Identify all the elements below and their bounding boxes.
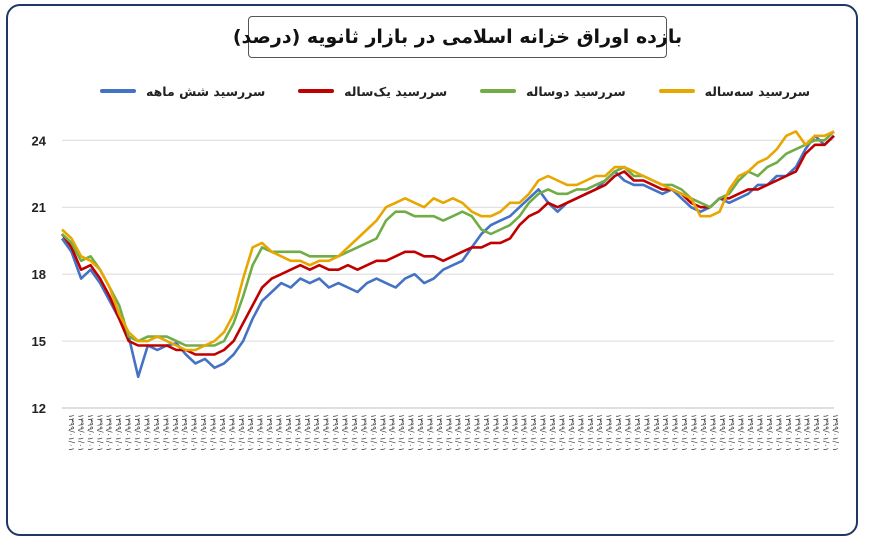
x-tick-label: ۱۳۹۹/۰۱/۰۱ [482,414,491,451]
x-tick-label: ۱۳۹۹/۰۱/۰۱ [397,414,406,451]
y-axis-ticks: 12 15 18 21 24 [32,133,47,416]
x-tick-label: ۱۳۹۹/۰۱/۰۱ [341,414,350,451]
series-line-one-year [62,136,834,355]
x-tick-label: ۱۳۹۹/۰۱/۰۱ [388,414,397,451]
x-tick-label: ۱۳۹۹/۰۱/۰۱ [312,414,321,451]
x-tick-label: ۱۳۹۹/۰۱/۰۱ [161,414,170,451]
y-tick-label: 18 [32,267,46,282]
x-tick-label: ۱۳۹۹/۰۱/۰۱ [190,414,199,451]
x-tick-label: ۱۳۹۹/۰۱/۰۱ [275,414,284,451]
x-tick-label: ۱۳۹۹/۰۱/۰۱ [614,414,623,451]
x-tick-label: ۱۳۹۹/۰۱/۰۱ [95,414,104,451]
x-tick-label: ۱۳۹۹/۰۱/۰۱ [576,414,585,451]
grid-lines [62,140,834,408]
x-tick-label: ۱۳۹۹/۰۱/۰۱ [746,414,755,451]
x-tick-label: ۱۳۹۹/۰۱/۰۱ [774,414,783,451]
x-tick-label: ۱۳۹۹/۰۱/۰۱ [227,414,236,451]
x-tick-label: ۱۳۹۹/۰۱/۰۱ [812,414,821,451]
x-tick-label: ۱۳۹۹/۰۱/۰۱ [86,414,95,451]
series-lines [62,131,834,376]
x-tick-label: ۱۳۹۹/۰۱/۰۱ [293,414,302,451]
x-tick-label: ۱۳۹۹/۰۱/۰۱ [699,414,708,451]
x-tick-label: ۱۳۹۹/۰۱/۰۱ [369,414,378,451]
x-tick-label: ۱۳۹۹/۰۱/۰۱ [690,414,699,451]
x-tick-label: ۱۳۹۹/۰۱/۰۱ [567,414,576,451]
x-tick-label: ۱۳۹۹/۰۱/۰۱ [642,414,651,451]
x-tick-label: ۱۳۹۹/۰۱/۰۱ [425,414,434,451]
x-tick-label: ۱۳۹۹/۰۱/۰۱ [124,414,133,451]
x-tick-label: ۱۳۹۹/۰۱/۰۱ [633,414,642,451]
x-tick-label: ۱۳۹۹/۰۱/۰۱ [586,414,595,451]
x-tick-label: ۱۳۹۹/۰۱/۰۱ [463,414,472,451]
y-tick-label: 21 [32,200,46,215]
x-tick-label: ۱۳۹۹/۰۱/۰۱ [454,414,463,451]
x-tick-label: ۱۳۹۹/۰۱/۰۱ [831,414,840,451]
x-tick-label: ۱۳۹۹/۰۱/۰۱ [199,414,208,451]
x-tick-label: ۱۳۹۹/۰۱/۰۱ [284,414,293,451]
x-tick-label: ۱۳۹۹/۰۱/۰۱ [256,414,265,451]
x-tick-label: ۱۳۹۹/۰۱/۰۱ [246,414,255,451]
x-tick-label: ۱۳۹۹/۰۱/۰۱ [142,414,151,451]
x-tick-label: ۱۳۹۹/۰۱/۰۱ [605,414,614,451]
x-tick-label: ۱۳۹۹/۰۱/۰۱ [67,414,76,451]
x-tick-label: ۱۳۹۹/۰۱/۰۱ [671,414,680,451]
x-tick-label: ۱۳۹۹/۰۱/۰۱ [718,414,727,451]
x-tick-label: ۱۳۹۹/۰۱/۰۱ [623,414,632,451]
x-tick-label: ۱۳۹۹/۰۱/۰۱ [529,414,538,451]
x-tick-label: ۱۳۹۹/۰۱/۰۱ [133,414,142,451]
x-tick-label: ۱۳۹۹/۰۱/۰۱ [595,414,604,451]
x-tick-label: ۱۳۹۹/۰۱/۰۱ [359,414,368,451]
x-tick-label: ۱۳۹۹/۰۱/۰۱ [265,414,274,451]
y-tick-label: 15 [32,334,46,349]
y-tick-label: 24 [32,133,47,148]
series-line-three-year [62,131,834,350]
x-tick-label: ۱۳۹۹/۰۱/۰۱ [803,414,812,451]
x-tick-label: ۱۳۹۹/۰۱/۰۱ [661,414,670,451]
x-tick-label: ۱۳۹۹/۰۱/۰۱ [652,414,661,451]
x-tick-label: ۱۳۹۹/۰۱/۰۱ [407,414,416,451]
x-tick-label: ۱۳۹۹/۰۱/۰۱ [350,414,359,451]
x-tick-label: ۱۳۹۹/۰۱/۰۱ [105,414,114,451]
x-tick-label: ۱۳۹۹/۰۱/۰۱ [152,414,161,451]
x-tick-label: ۱۳۹۹/۰۱/۰۱ [114,414,123,451]
x-tick-label: ۱۳۹۹/۰۱/۰۱ [784,414,793,451]
x-tick-label: ۱۳۹۹/۰۱/۰۱ [208,414,217,451]
x-tick-label: ۱۳۹۹/۰۱/۰۱ [822,414,831,451]
x-tick-label: ۱۳۹۹/۰۱/۰۱ [737,414,746,451]
x-tick-label: ۱۳۹۹/۰۱/۰۱ [708,414,717,451]
x-tick-label: ۱۳۹۹/۰۱/۰۱ [727,414,736,451]
x-tick-label: ۱۳۹۹/۰۱/۰۱ [322,414,331,451]
x-tick-label: ۱۳۹۹/۰۱/۰۱ [303,414,312,451]
x-tick-label: ۱۳۹۹/۰۱/۰۱ [520,414,529,451]
x-tick-label: ۱۳۹۹/۰۱/۰۱ [548,414,557,451]
x-tick-label: ۱۳۹۹/۰۱/۰۱ [501,414,510,451]
x-tick-label: ۱۳۹۹/۰۱/۰۱ [171,414,180,451]
x-tick-label: ۱۳۹۹/۰۱/۰۱ [557,414,566,451]
x-tick-label: ۱۳۹۹/۰۱/۰۱ [491,414,500,451]
x-tick-label: ۱۳۹۹/۰۱/۰۱ [237,414,246,451]
y-tick-label: 12 [32,401,46,416]
x-tick-label: ۱۳۹۹/۰۱/۰۱ [218,414,227,451]
series-line-two-year [62,131,834,345]
x-tick-label: ۱۳۹۹/۰۱/۰۱ [435,414,444,451]
x-tick-label: ۱۳۹۹/۰۱/۰۱ [378,414,387,451]
x-tick-label: ۱۳۹۹/۰۱/۰۱ [765,414,774,451]
x-tick-label: ۱۳۹۹/۰۱/۰۱ [416,414,425,451]
x-tick-label: ۱۳۹۹/۰۱/۰۱ [444,414,453,451]
x-tick-label: ۱۳۹۹/۰۱/۰۱ [331,414,340,451]
x-tick-label: ۱۳۹۹/۰۱/۰۱ [680,414,689,451]
x-tick-label: ۱۳۹۹/۰۱/۰۱ [76,414,85,451]
x-tick-label: ۱۳۹۹/۰۱/۰۱ [539,414,548,451]
x-tick-label: ۱۳۹۹/۰۱/۰۱ [180,414,189,451]
x-axis-ticks: ۱۳۹۹/۰۱/۰۱ ۱۳۹۹/۰۱/۰۱ ۱۳۹۹/۰۱/۰۱ ۱۳۹۹/۰۱/۰۱… [67,414,840,451]
x-tick-label: ۱۳۹۹/۰۱/۰۱ [756,414,765,451]
x-tick-label: ۱۳۹۹/۰۱/۰۱ [473,414,482,451]
x-tick-label: ۱۳۹۹/۰۱/۰۱ [510,414,519,451]
x-tick-label: ۱۳۹۹/۰۱/۰۱ [793,414,802,451]
